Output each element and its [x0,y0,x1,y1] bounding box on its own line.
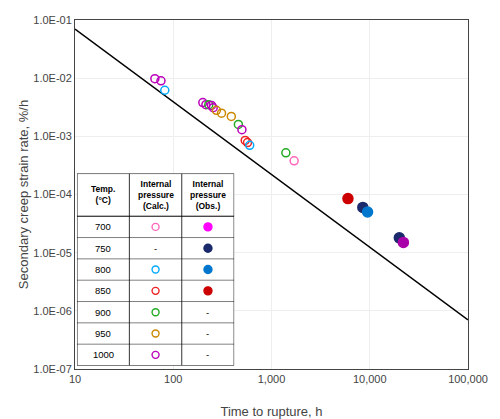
svg-text:1.0E-01: 1.0E-01 [33,14,72,26]
svg-text:100,000: 100,000 [448,373,488,385]
svg-text:900: 900 [95,307,111,318]
svg-text:100: 100 [164,373,182,385]
svg-text:10: 10 [69,373,81,385]
svg-text:950: 950 [95,328,111,339]
svg-text:Temp.(°C): Temp.(°C) [91,184,115,205]
svg-text:-: - [206,307,209,318]
svg-text:700: 700 [95,221,111,232]
svg-text:Internalpressure(Obs.): Internalpressure(Obs.) [190,179,226,211]
svg-text:1,000: 1,000 [258,373,286,385]
svg-text:1000: 1000 [93,349,114,360]
svg-text:Time to rupture, h: Time to rupture, h [220,404,322,419]
svg-text:1.0E-03: 1.0E-03 [33,130,72,142]
svg-text:Internalpressure(Calc.): Internalpressure(Calc.) [138,179,174,211]
svg-text:-: - [206,349,209,360]
svg-text:1.0E-06: 1.0E-06 [33,305,72,317]
svg-text:1.0E-05: 1.0E-05 [33,247,72,259]
svg-text:-: - [206,328,209,339]
svg-text:1.0E-02: 1.0E-02 [33,72,72,84]
svg-text:800: 800 [95,264,111,275]
svg-text:1.0E-07: 1.0E-07 [33,363,72,375]
svg-text:1.0E-04: 1.0E-04 [33,188,72,200]
svg-text:10,000: 10,000 [353,373,387,385]
svg-text:850: 850 [95,285,111,296]
svg-text:Secondary creep strain rate, %: Secondary creep strain rate, %/h [16,100,31,289]
svg-text:750: 750 [95,243,111,254]
svg-text:-: - [154,243,157,254]
